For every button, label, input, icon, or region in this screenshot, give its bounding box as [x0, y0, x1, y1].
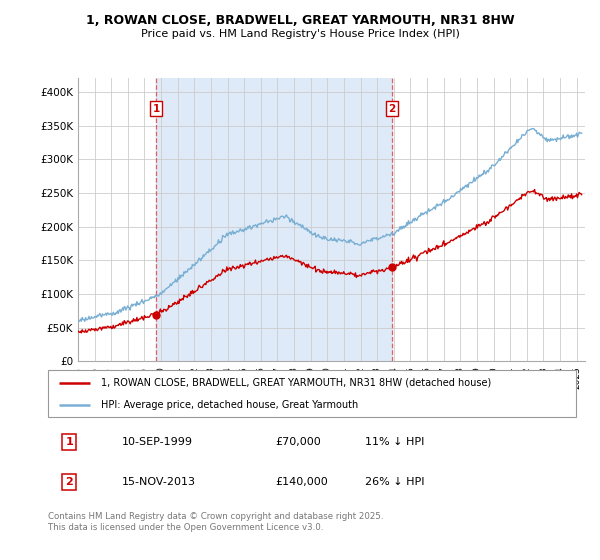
Text: 1, ROWAN CLOSE, BRADWELL, GREAT YARMOUTH, NR31 8HW (detached house): 1, ROWAN CLOSE, BRADWELL, GREAT YARMOUTH… [101, 378, 491, 388]
Text: 26% ↓ HPI: 26% ↓ HPI [365, 477, 424, 487]
Text: 11% ↓ HPI: 11% ↓ HPI [365, 437, 424, 447]
Text: 2: 2 [65, 477, 73, 487]
FancyBboxPatch shape [48, 370, 576, 417]
Text: 2: 2 [388, 104, 395, 114]
Text: 15-NOV-2013: 15-NOV-2013 [122, 477, 196, 487]
Bar [156, 78, 392, 361]
Text: 10-SEP-1999: 10-SEP-1999 [122, 437, 193, 447]
Text: Price paid vs. HM Land Registry's House Price Index (HPI): Price paid vs. HM Land Registry's House … [140, 29, 460, 39]
Text: £140,000: £140,000 [275, 477, 328, 487]
Text: 1, ROWAN CLOSE, BRADWELL, GREAT YARMOUTH, NR31 8HW: 1, ROWAN CLOSE, BRADWELL, GREAT YARMOUTH… [86, 14, 514, 27]
Text: HPI: Average price, detached house, Great Yarmouth: HPI: Average price, detached house, Grea… [101, 400, 358, 410]
Text: 1: 1 [152, 104, 160, 114]
Text: £70,000: £70,000 [275, 437, 321, 447]
Text: 1: 1 [65, 437, 73, 447]
Text: Contains HM Land Registry data © Crown copyright and database right 2025.
This d: Contains HM Land Registry data © Crown c… [48, 512, 383, 532]
